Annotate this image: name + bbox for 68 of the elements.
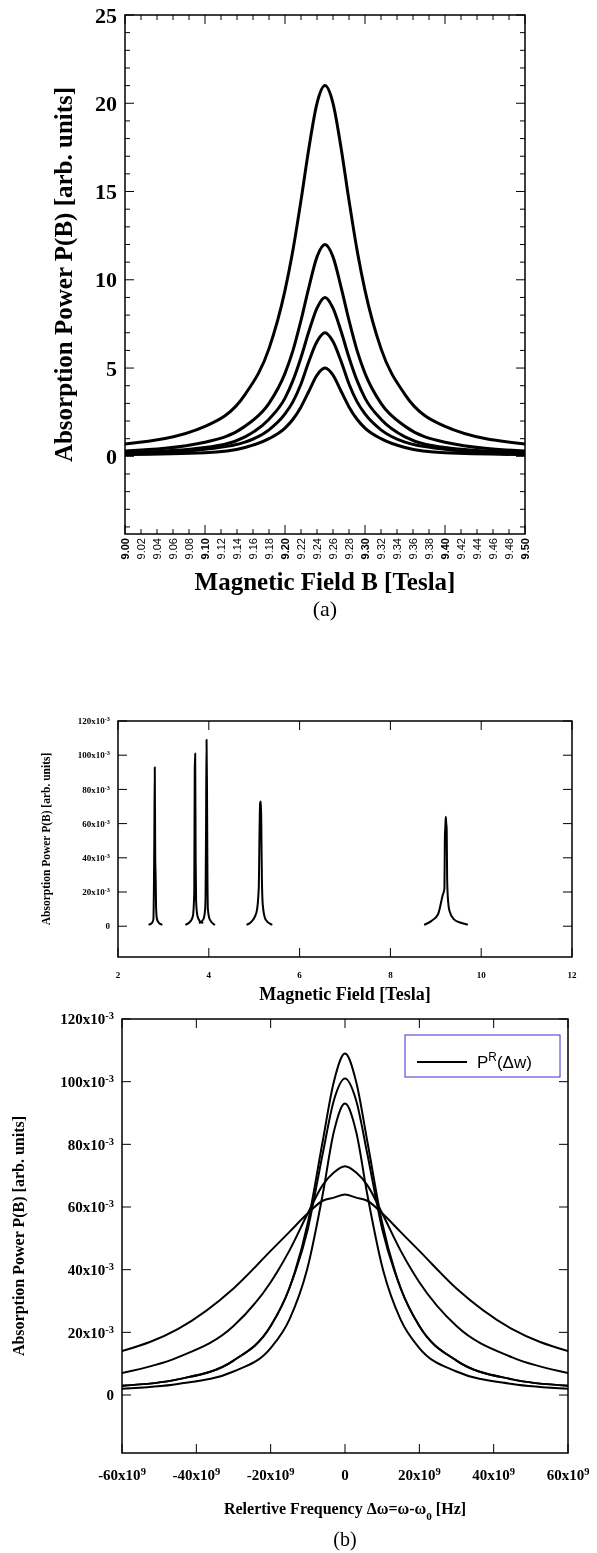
y-tick-label: 120x10$^{-3}$ bbox=[60, 1009, 114, 1028]
x-tick-label: 9.50 bbox=[518, 538, 531, 560]
y-axis-title: Absorption Power P(B) [arb. units] bbox=[10, 1115, 28, 1357]
x-tick-label: 9.30 bbox=[358, 538, 371, 560]
x-tick-label: 9.18 bbox=[262, 538, 275, 560]
x-tick-label: 9.16 bbox=[246, 538, 259, 560]
x-tick-label: -40x10$^{9}$ bbox=[172, 1465, 221, 1483]
x-tick-label: 9.34 bbox=[390, 538, 403, 560]
x-tick-label: 9.36 bbox=[406, 538, 419, 560]
legend-label: P$^{R}$(Δw) bbox=[477, 1049, 532, 1072]
x-tick-label: 4 bbox=[206, 970, 212, 980]
y-tick-label: 0 bbox=[106, 1387, 114, 1404]
y-tick-label: 20 bbox=[95, 90, 117, 116]
x-tick-label: 9.32 bbox=[374, 538, 387, 560]
x-tick-label: 9.02 bbox=[134, 538, 147, 560]
x-tick-label: 9.14 bbox=[230, 538, 243, 560]
y-axis-title: Absorption Power P(B) [arb. units] bbox=[40, 752, 53, 926]
y-tick-label: 120x10$^{-3}$ bbox=[77, 714, 110, 727]
y-tick-label: 40x10$^{-3}$ bbox=[82, 851, 110, 863]
x-tick-label: 9.08 bbox=[182, 538, 195, 560]
y-tick-label: 25 bbox=[95, 2, 117, 28]
x-tick-label: 0 bbox=[341, 1467, 349, 1483]
x-tick-label: 9.48 bbox=[502, 538, 515, 560]
x-tick-label: 12 bbox=[567, 970, 577, 980]
x-tick-label: 9.12 bbox=[214, 538, 227, 560]
y-tick-label: 100x10$^{-3}$ bbox=[60, 1072, 114, 1090]
x-tick-label: -20x10$^{9}$ bbox=[246, 1465, 295, 1483]
x-tick-label: 9.06 bbox=[166, 538, 179, 560]
x-tick-label: 9.22 bbox=[294, 538, 307, 560]
x-tick-label: 9.42 bbox=[454, 538, 467, 560]
y-tick-label: 40x10$^{-3}$ bbox=[67, 1260, 114, 1278]
text: (b) bbox=[333, 1528, 357, 1551]
y-tick-label: 5 bbox=[106, 355, 117, 381]
x-axis-title: Magnetic Field [Tesla] bbox=[259, 984, 431, 1004]
x-tick-label: 60x10$^{9}$ bbox=[546, 1465, 590, 1483]
y-tick-label: 100x10$^{-3}$ bbox=[77, 748, 110, 761]
x-tick-label: 9.10 bbox=[198, 538, 211, 560]
x-axis-title: Relertive Frequency Δω=ω-ω$_{0}$ [Hz] bbox=[223, 1500, 467, 1522]
y-tick-label: 0 bbox=[106, 444, 117, 470]
x-tick-label: 9.40 bbox=[438, 538, 451, 560]
y-tick-label: 80x10$^{-3}$ bbox=[82, 783, 110, 795]
x-tick-label: 8 bbox=[388, 970, 394, 980]
y-axis-title: Absorption Power P(B) [arb. units] bbox=[50, 86, 78, 463]
x-tick-label: 6 bbox=[297, 970, 303, 980]
x-tick-label: -60x10$^{9}$ bbox=[98, 1465, 146, 1483]
text: (a) bbox=[312, 596, 338, 621]
y-tick-label: 0 bbox=[105, 921, 111, 932]
x-tick-label: 9.26 bbox=[326, 538, 339, 560]
x-tick-label: 20x10$^{9}$ bbox=[397, 1465, 441, 1483]
y-tick-label: 60x10$^{-3}$ bbox=[82, 817, 110, 829]
x-tick-label: 9.00 bbox=[118, 538, 131, 560]
y-tick-label: 20x10$^{-3}$ bbox=[67, 1323, 114, 1341]
x-tick-label: 9.24 bbox=[310, 538, 323, 560]
x-tick-label: 10 bbox=[476, 970, 487, 980]
x-axis-title: Magnetic Field B [Tesla] bbox=[194, 568, 456, 595]
y-tick-label: 10 bbox=[95, 267, 117, 293]
x-tick-label: 9.38 bbox=[422, 538, 435, 560]
y-tick-label: 60x10$^{-3}$ bbox=[67, 1197, 114, 1216]
y-tick-label: 20x10$^{-3}$ bbox=[82, 885, 110, 898]
x-tick-label: 9.28 bbox=[342, 538, 355, 560]
x-tick-label: 2 bbox=[115, 970, 121, 980]
x-tick-label: 9.04 bbox=[150, 538, 163, 560]
x-tick-label: 9.20 bbox=[278, 538, 291, 560]
x-tick-label: 9.44 bbox=[470, 538, 483, 560]
x-tick-label: 9.46 bbox=[486, 538, 499, 560]
y-tick-label: 80x10$^{-3}$ bbox=[67, 1135, 114, 1153]
x-tick-label: 40x10$^{9}$ bbox=[472, 1465, 516, 1483]
y-tick-label: 15 bbox=[95, 179, 117, 205]
